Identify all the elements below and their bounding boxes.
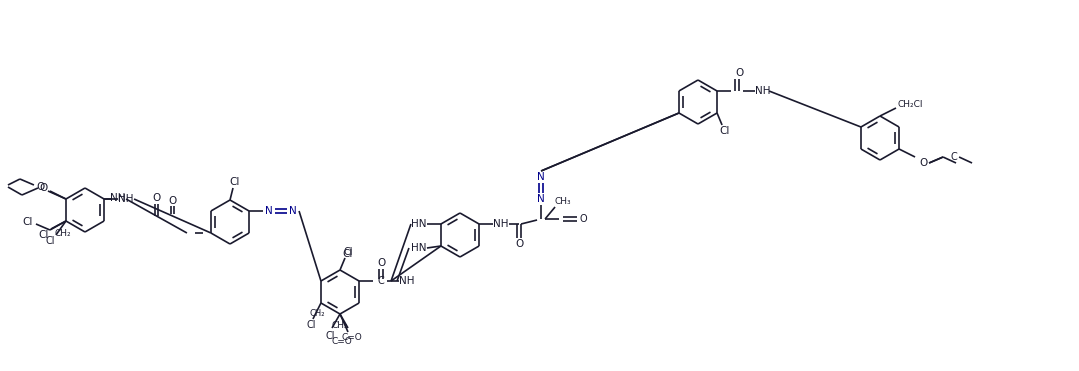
Text: Cl: Cl: [720, 126, 730, 136]
Text: O: O: [168, 196, 177, 206]
Text: O: O: [579, 214, 587, 224]
Text: O: O: [515, 239, 523, 249]
Text: O: O: [919, 158, 927, 168]
Text: CH₂: CH₂: [55, 229, 71, 237]
Text: CH₂Cl: CH₂Cl: [898, 99, 923, 108]
Text: O: O: [377, 258, 385, 268]
Text: NH: NH: [493, 219, 509, 229]
Text: NH: NH: [755, 86, 770, 96]
Text: C=O: C=O: [342, 334, 363, 342]
Text: Cl: Cl: [230, 177, 241, 187]
Text: O: O: [152, 193, 161, 203]
Text: Cl: Cl: [325, 331, 334, 341]
Text: NH: NH: [119, 194, 134, 204]
Text: C=O: C=O: [331, 338, 353, 347]
Text: Cl: Cl: [39, 230, 50, 240]
Text: HN: HN: [411, 243, 426, 253]
Text: N: N: [265, 206, 273, 216]
Text: C: C: [378, 276, 384, 286]
Text: CH₂: CH₂: [310, 309, 325, 318]
Text: Cl: Cl: [23, 217, 33, 227]
Text: Cl: Cl: [306, 320, 316, 330]
Text: HN: HN: [411, 219, 426, 229]
Text: CH₃: CH₃: [555, 197, 572, 206]
Text: Cl: Cl: [343, 249, 353, 259]
Text: NH: NH: [399, 276, 414, 286]
Text: Cl: Cl: [45, 236, 55, 246]
Text: N: N: [537, 172, 545, 182]
Text: N: N: [537, 194, 545, 204]
Text: N: N: [289, 206, 297, 216]
Text: O: O: [37, 182, 45, 192]
Text: C: C: [951, 152, 957, 162]
Text: NH: NH: [110, 193, 126, 203]
Text: Cl: Cl: [343, 247, 353, 257]
Text: O: O: [40, 183, 49, 193]
Text: O: O: [735, 68, 743, 78]
Text: CH₂: CH₂: [331, 322, 349, 331]
